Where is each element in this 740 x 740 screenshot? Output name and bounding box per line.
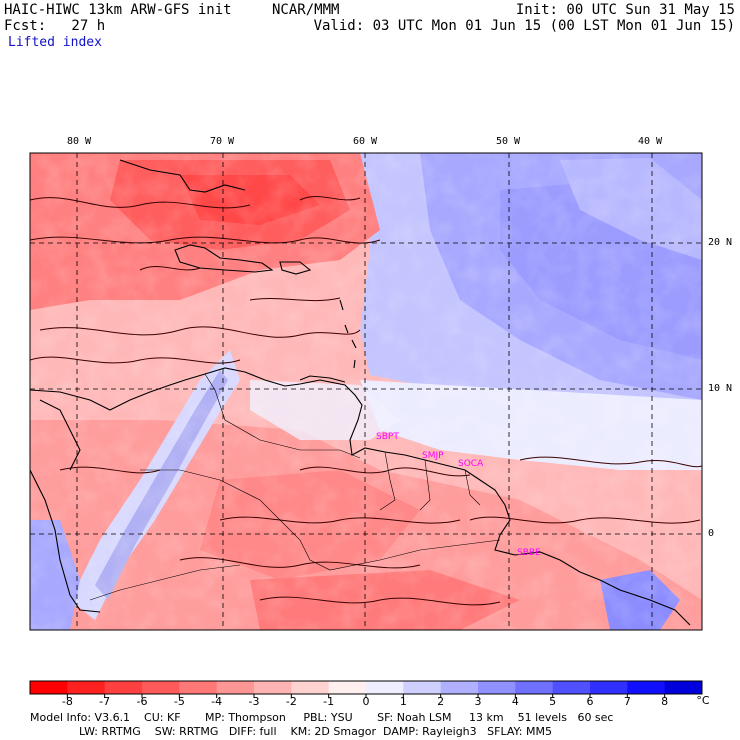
- colorbar-swatch: [254, 681, 292, 694]
- colorbar-swatch: [440, 681, 479, 694]
- model-title: HAIC-HIWC 13km ARW-GFS init: [4, 2, 232, 18]
- colorbar-label: 7: [623, 695, 631, 708]
- colorbar-swatch: [627, 681, 666, 694]
- colorbar-label: 8: [661, 695, 669, 708]
- map-frame: [29, 152, 703, 631]
- map-field: [30, 153, 702, 630]
- colorbar-label: -4: [211, 695, 223, 708]
- colorbar-label: 3: [474, 695, 482, 708]
- coastlines: [30, 159, 691, 626]
- lon-label-80w: 80 W: [67, 136, 92, 147]
- colorbar-swatch: [664, 681, 703, 694]
- colorbar-unit: °C: [696, 694, 710, 707]
- lon-label-70w: 70 W: [210, 136, 235, 147]
- colorbar-label: -3: [248, 695, 260, 708]
- colorbar-swatch: [30, 681, 68, 694]
- station-label: SMJP: [422, 451, 444, 461]
- colorbar-swatch: [478, 681, 516, 694]
- lon-label-60w: 60 W: [353, 136, 378, 147]
- colorbar-label: 5: [549, 695, 557, 708]
- forecast-hour: Fcst: 27 h: [4, 18, 106, 34]
- colorbar-label: 1: [399, 695, 407, 708]
- contour-lines: [30, 196, 702, 606]
- colorbar-swatch: [179, 681, 218, 694]
- borders: [89, 373, 501, 601]
- colorbar-swatch: [403, 681, 442, 694]
- colorbar-swatch: [366, 681, 404, 694]
- station-label: SOCA: [458, 459, 484, 469]
- colorbar-swatch: [515, 681, 554, 694]
- lon-label-50w: 50 W: [496, 136, 521, 147]
- valid-time: Valid: 03 UTC Mon 01 Jun 15 (00 LST Mon …: [313, 18, 735, 34]
- colorbar-label: -7: [99, 695, 111, 708]
- lon-label-40w: 40 W: [638, 136, 663, 147]
- colorbar-label: 0: [362, 695, 370, 708]
- colorbar-swatch: [142, 681, 180, 694]
- colorbar-label: 4: [511, 695, 519, 708]
- colorbar-label: 2: [437, 695, 445, 708]
- colorbar-swatch: [104, 681, 143, 694]
- colorbar-label: -8: [61, 695, 73, 708]
- colorbar-swatch: [291, 681, 330, 694]
- init-time: Init: 00 UTC Sun 31 May 15: [515, 2, 735, 18]
- colorbar: [29, 680, 703, 698]
- org-label: NCAR/MMM: [272, 2, 340, 18]
- lat-label-0: 0: [708, 528, 715, 539]
- lat-lon-grid: [30, 153, 702, 630]
- colorbar-swatch: [67, 681, 106, 694]
- lat-label-20n: 20 N: [708, 237, 733, 248]
- model-info-line2: LW: RRTMG SW: RRTMG DIFF: full KM: 2D Sm…: [30, 725, 552, 738]
- model-info-line1: Model Info: V3.6.1 CU: KF MP: Thompson P…: [30, 711, 614, 724]
- colorbar-swatch: [328, 681, 367, 694]
- colorbar-label: -6: [136, 695, 148, 708]
- colorbar-swatch: [216, 681, 255, 694]
- colorbar-label: -5: [173, 695, 185, 708]
- colorbar-label: 6: [586, 695, 594, 708]
- station-label: SBPT: [376, 432, 399, 442]
- station-label: SBBE: [517, 548, 541, 558]
- lat-label-10n: 10 N: [708, 383, 733, 394]
- colorbar-swatch: [590, 681, 628, 694]
- colorbar-label: -1: [323, 695, 335, 708]
- colorbar-label: -2: [285, 695, 297, 708]
- colorbar-swatch: [552, 681, 591, 694]
- field-name: Lifted index: [8, 35, 102, 50]
